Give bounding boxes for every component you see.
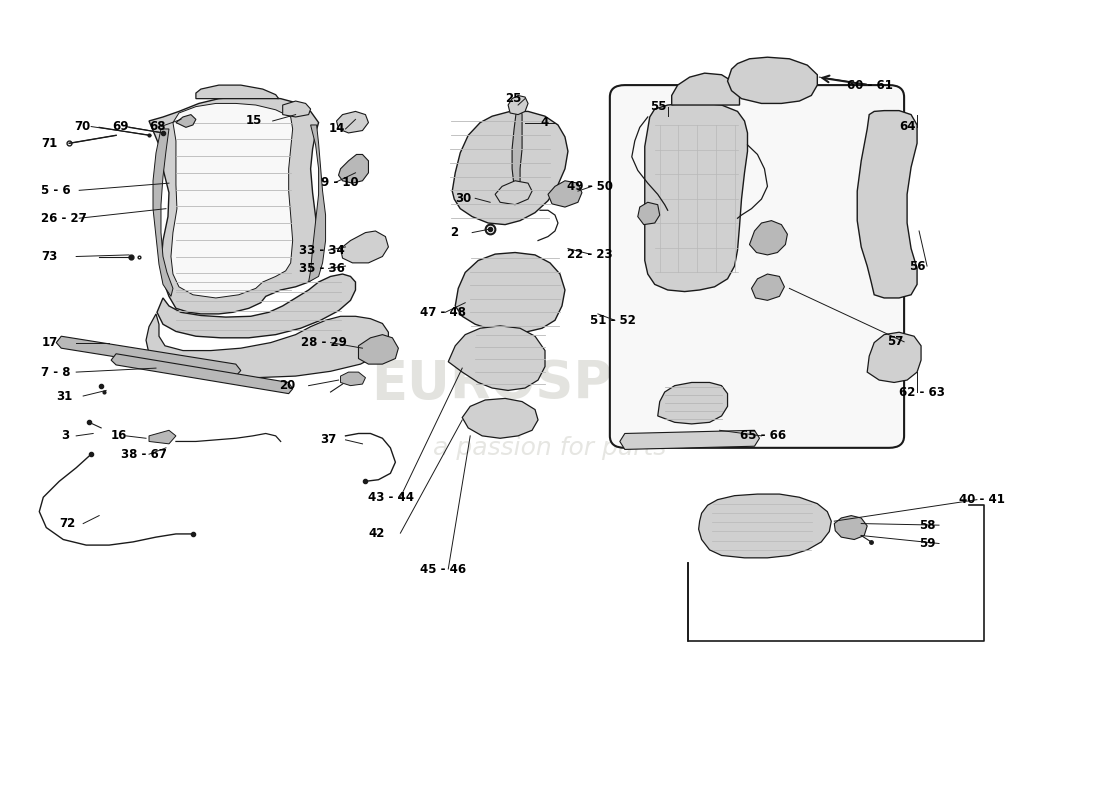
Polygon shape xyxy=(452,111,568,225)
Polygon shape xyxy=(638,202,660,225)
Text: 55: 55 xyxy=(650,100,667,113)
Text: 4: 4 xyxy=(540,116,548,129)
Text: 49 - 50: 49 - 50 xyxy=(566,180,613,193)
Text: 28 - 29: 28 - 29 xyxy=(300,336,346,349)
Polygon shape xyxy=(56,336,241,376)
Text: 33 - 34: 33 - 34 xyxy=(298,244,344,257)
Text: 25: 25 xyxy=(505,92,521,105)
Text: 30: 30 xyxy=(455,192,472,205)
Text: 7 - 8: 7 - 8 xyxy=(42,366,70,378)
Text: 31: 31 xyxy=(56,390,73,402)
Polygon shape xyxy=(749,221,788,255)
Polygon shape xyxy=(698,494,832,558)
Text: 14: 14 xyxy=(329,122,345,135)
Text: 2: 2 xyxy=(450,226,459,239)
Text: 40 - 41: 40 - 41 xyxy=(959,493,1004,506)
Polygon shape xyxy=(834,515,867,539)
Polygon shape xyxy=(508,95,528,114)
Polygon shape xyxy=(857,110,917,298)
Text: 64: 64 xyxy=(899,120,915,133)
Polygon shape xyxy=(359,334,398,364)
Polygon shape xyxy=(170,103,293,298)
Text: 17: 17 xyxy=(42,336,57,349)
Polygon shape xyxy=(449,326,544,390)
Polygon shape xyxy=(337,111,368,133)
Polygon shape xyxy=(619,430,759,450)
Text: 47 - 48: 47 - 48 xyxy=(420,306,466,319)
Polygon shape xyxy=(513,97,522,194)
Polygon shape xyxy=(148,97,319,314)
Polygon shape xyxy=(867,332,921,382)
Text: 72: 72 xyxy=(59,517,76,530)
Polygon shape xyxy=(153,129,173,296)
Polygon shape xyxy=(111,354,293,394)
Text: 45 - 46: 45 - 46 xyxy=(420,562,466,575)
Text: 60 - 61: 60 - 61 xyxy=(847,78,893,91)
Text: 37: 37 xyxy=(320,434,337,446)
Polygon shape xyxy=(672,73,739,105)
Polygon shape xyxy=(727,57,817,103)
Polygon shape xyxy=(157,274,355,338)
Text: 3: 3 xyxy=(62,430,69,442)
Text: 42: 42 xyxy=(368,526,385,540)
Text: 35 - 36: 35 - 36 xyxy=(298,262,344,275)
Text: 15: 15 xyxy=(245,114,262,127)
Polygon shape xyxy=(751,274,784,300)
Polygon shape xyxy=(283,101,310,117)
Polygon shape xyxy=(658,382,727,424)
Text: EUROSPEED: EUROSPEED xyxy=(372,358,728,410)
Polygon shape xyxy=(148,430,176,444)
Polygon shape xyxy=(309,125,326,282)
Text: 26 - 27: 26 - 27 xyxy=(42,212,87,225)
Text: 16: 16 xyxy=(111,430,128,442)
Polygon shape xyxy=(176,114,196,127)
Text: 38 - 67: 38 - 67 xyxy=(121,448,167,461)
Text: 62 - 63: 62 - 63 xyxy=(899,386,945,398)
Text: 9 - 10: 9 - 10 xyxy=(320,176,359,189)
Polygon shape xyxy=(495,181,532,205)
Polygon shape xyxy=(341,372,365,386)
Text: 73: 73 xyxy=(42,250,57,263)
Text: a passion for parts: a passion for parts xyxy=(433,436,667,460)
Text: 70: 70 xyxy=(74,120,90,133)
Text: 71: 71 xyxy=(42,137,57,150)
Text: 20: 20 xyxy=(278,379,295,392)
Polygon shape xyxy=(462,398,538,438)
Text: 65 - 66: 65 - 66 xyxy=(739,430,785,442)
Polygon shape xyxy=(146,314,388,378)
Polygon shape xyxy=(339,154,369,183)
Polygon shape xyxy=(341,231,388,263)
Text: 69: 69 xyxy=(112,120,129,133)
Text: 68: 68 xyxy=(148,120,165,133)
FancyBboxPatch shape xyxy=(609,85,904,448)
Polygon shape xyxy=(645,103,748,291)
Text: 43 - 44: 43 - 44 xyxy=(368,490,415,504)
Polygon shape xyxy=(455,253,565,332)
Text: 58: 58 xyxy=(920,518,936,532)
Text: 51 - 52: 51 - 52 xyxy=(590,314,636,326)
Text: 22 - 23: 22 - 23 xyxy=(566,248,613,261)
Polygon shape xyxy=(196,85,278,98)
Text: 57: 57 xyxy=(887,335,903,348)
Text: 59: 59 xyxy=(920,537,936,550)
Text: 5 - 6: 5 - 6 xyxy=(42,184,70,197)
Polygon shape xyxy=(548,181,582,207)
Text: 56: 56 xyxy=(909,259,925,273)
